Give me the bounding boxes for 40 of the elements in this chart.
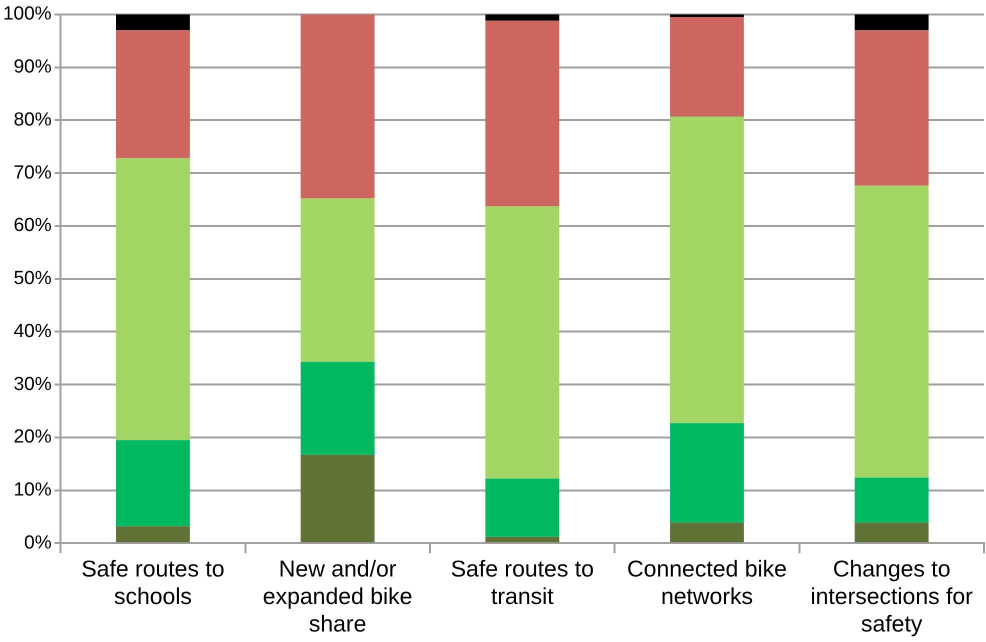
x-tick-label: Changes to intersections for safety bbox=[810, 555, 974, 637]
bar bbox=[670, 116, 744, 424]
bar bbox=[854, 522, 929, 542]
x-tick-label: New and/or expanded bike share bbox=[262, 555, 412, 637]
y-tick-label: 50% bbox=[14, 268, 52, 290]
y-tick-label: 90% bbox=[14, 56, 52, 78]
y-tick-label: 40% bbox=[14, 320, 52, 342]
x-tick-label: Connected bike networks bbox=[627, 555, 787, 609]
bar bbox=[300, 454, 375, 542]
bar bbox=[116, 440, 190, 526]
bar bbox=[854, 186, 929, 478]
bar bbox=[670, 522, 744, 542]
bar bbox=[485, 20, 560, 206]
x-tick-label: Safe routes to schools bbox=[81, 555, 225, 609]
bar bbox=[300, 198, 375, 362]
bar bbox=[854, 14, 929, 30]
x-tick-label: Safe routes to transit bbox=[450, 555, 594, 609]
y-tick-label: 0% bbox=[24, 532, 52, 554]
y-tick-label: 20% bbox=[14, 426, 52, 448]
bar bbox=[670, 14, 744, 18]
bar bbox=[116, 30, 190, 158]
bar bbox=[854, 478, 929, 523]
bar bbox=[116, 526, 190, 542]
bar bbox=[485, 206, 560, 479]
bar bbox=[485, 478, 560, 537]
bar bbox=[485, 14, 560, 21]
bar bbox=[854, 30, 929, 186]
y-tick-label: 100% bbox=[2, 4, 52, 25]
bar bbox=[300, 14, 375, 198]
bar bbox=[670, 17, 744, 116]
y-tick-label: 60% bbox=[14, 215, 52, 236]
bar bbox=[670, 423, 744, 523]
bar bbox=[300, 362, 375, 455]
y-tick-label: 30% bbox=[14, 374, 52, 395]
bar bbox=[485, 536, 560, 542]
y-tick-label: 70% bbox=[14, 162, 52, 184]
bar bbox=[116, 158, 190, 440]
y-tick-label: 80% bbox=[14, 109, 52, 130]
y-tick-label: 10% bbox=[14, 480, 52, 501]
bar bbox=[116, 14, 190, 30]
